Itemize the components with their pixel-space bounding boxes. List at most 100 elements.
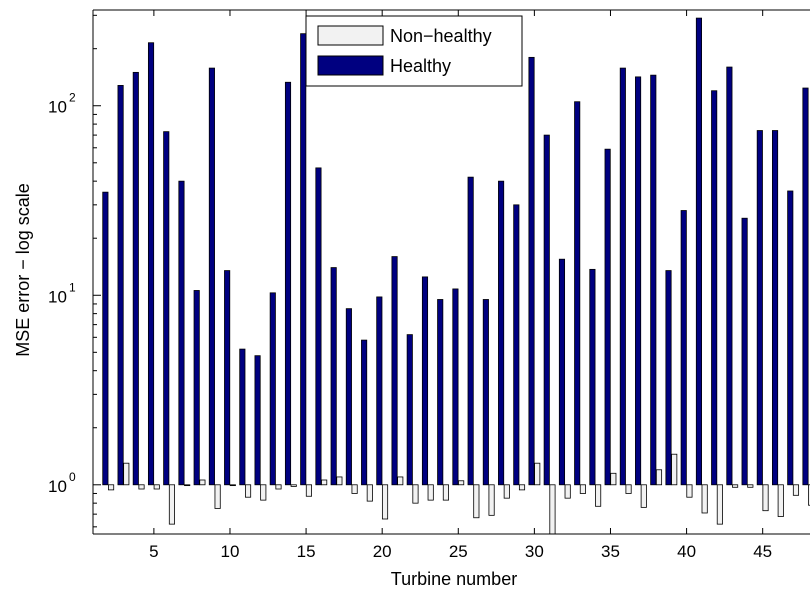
bar-non-healthy xyxy=(214,484,221,509)
x-tick-label: 30 xyxy=(525,542,544,561)
bar-non-healthy xyxy=(199,479,206,486)
bar-non-healthy xyxy=(671,453,678,486)
bar-non-healthy xyxy=(686,484,693,498)
axes xyxy=(92,9,810,535)
bar-non-healthy xyxy=(275,484,282,490)
x-tick-label: 40 xyxy=(677,542,696,561)
x-tick-label: 45 xyxy=(753,542,772,561)
bar-healthy xyxy=(437,299,444,486)
bar-non-healthy xyxy=(716,484,723,525)
bar-non-healthy xyxy=(473,484,480,519)
x-axis-label: Turbine number xyxy=(391,569,517,589)
bar-non-healthy xyxy=(701,484,708,514)
legend-swatch-healthy xyxy=(317,55,384,76)
bar-healthy xyxy=(254,355,261,486)
x-tick-label: 15 xyxy=(297,542,316,561)
bar-non-healthy xyxy=(397,476,404,486)
bar-healthy xyxy=(178,180,185,486)
bar-healthy xyxy=(695,17,702,486)
y-axis-label: MSE error − log scale xyxy=(13,183,33,357)
non-healthy-bars xyxy=(108,453,810,535)
bar-healthy xyxy=(421,276,429,486)
bar-healthy xyxy=(376,296,383,486)
bar-non-healthy xyxy=(244,484,252,498)
bar-healthy xyxy=(224,270,231,486)
bar-healthy xyxy=(726,66,733,486)
bar-non-healthy xyxy=(138,484,145,490)
y-tick-exponent: 2 xyxy=(69,91,76,105)
y-tick-exponent: 0 xyxy=(69,470,76,484)
bar-non-healthy xyxy=(655,469,663,486)
bar-healthy xyxy=(452,288,459,486)
bar-healthy xyxy=(467,176,474,486)
bar-non-healthy xyxy=(290,484,297,487)
x-tick-label: 25 xyxy=(449,542,468,561)
bar-healthy xyxy=(619,67,626,486)
bar-non-healthy xyxy=(123,462,130,486)
bar-healthy xyxy=(589,268,596,486)
x-tick-label: 10 xyxy=(221,542,240,561)
bar-non-healthy xyxy=(427,484,434,501)
bar-non-healthy xyxy=(305,484,312,497)
bar-healthy xyxy=(239,348,246,486)
legend-swatch-non-healthy xyxy=(317,25,384,46)
bar-non-healthy xyxy=(549,484,556,535)
bar-healthy xyxy=(680,210,687,486)
legend-label-healthy: Healthy xyxy=(390,56,451,76)
bar-healthy xyxy=(406,334,413,486)
bar-healthy xyxy=(315,167,322,486)
bar-healthy xyxy=(528,56,535,486)
bar-healthy xyxy=(513,204,520,486)
bar-healthy xyxy=(635,76,642,486)
bar-non-healthy xyxy=(640,484,647,508)
bar-non-healthy xyxy=(625,484,632,494)
bar-healthy xyxy=(345,308,352,486)
bar-non-healthy xyxy=(488,484,495,516)
legend-label-non-healthy: Non−healthy xyxy=(390,26,492,46)
bar-non-healthy xyxy=(534,462,541,486)
x-tick-label: 35 xyxy=(601,542,620,561)
bar-healthy xyxy=(498,180,505,486)
bar-non-healthy xyxy=(260,484,267,501)
bar-healthy xyxy=(147,42,155,486)
bar-healthy xyxy=(208,67,215,486)
bar-healthy xyxy=(787,190,794,486)
bar-healthy xyxy=(132,71,139,486)
bar-non-healthy xyxy=(153,484,160,490)
bar-healthy xyxy=(604,148,611,486)
bar-healthy xyxy=(482,299,489,486)
bar-non-healthy xyxy=(108,484,115,491)
bar-non-healthy xyxy=(564,484,571,499)
bar-healthy xyxy=(193,290,200,486)
bar-healthy xyxy=(772,130,779,486)
bar-non-healthy xyxy=(229,484,236,487)
bar-non-healthy xyxy=(579,484,586,494)
bar-non-healthy xyxy=(442,484,449,501)
bar-non-healthy xyxy=(381,484,389,520)
bar-healthy xyxy=(650,74,657,486)
y-tick-label: 10 xyxy=(48,477,67,496)
bar-non-healthy xyxy=(792,484,800,496)
bar-non-healthy xyxy=(610,472,617,486)
bar-healthy xyxy=(741,217,748,486)
bar-healthy xyxy=(756,130,763,486)
bar-healthy xyxy=(102,191,109,486)
bar-non-healthy xyxy=(458,480,465,486)
bar-healthy xyxy=(558,258,566,486)
y-tick-exponent: 1 xyxy=(69,280,76,294)
bar-non-healthy xyxy=(503,484,510,499)
bar-non-healthy xyxy=(777,484,784,517)
bar-healthy xyxy=(361,339,368,486)
x-tick-label: 20 xyxy=(373,542,392,561)
bar-healthy xyxy=(163,131,170,486)
bar-non-healthy xyxy=(184,484,191,487)
bar-non-healthy xyxy=(321,479,328,486)
bar-non-healthy xyxy=(366,484,373,502)
bar-healthy xyxy=(543,134,550,486)
bar-non-healthy xyxy=(808,484,810,506)
bar-healthy xyxy=(300,33,307,486)
healthy-bars xyxy=(102,17,809,486)
bar-healthy xyxy=(391,256,398,486)
